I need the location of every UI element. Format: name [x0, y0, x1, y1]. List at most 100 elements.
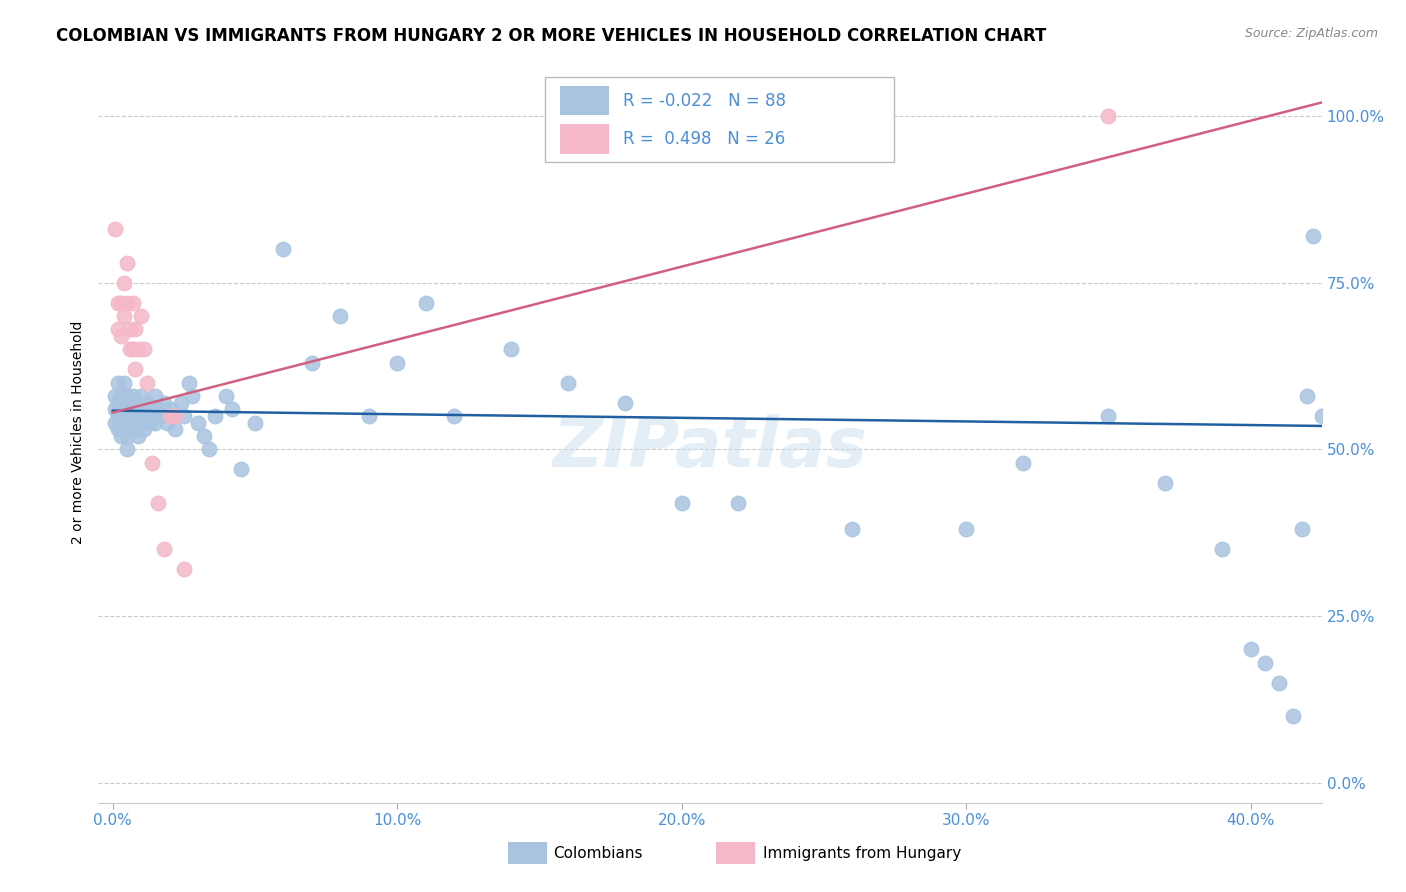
Point [132, 343, 155, 357]
Point [107, 422, 129, 436]
Point [215, 389, 238, 403]
Point [165, 409, 187, 423]
Point [104, 222, 127, 236]
Point [104, 402, 127, 417]
Point [156, 416, 179, 430]
Point [153, 542, 176, 557]
Point [159, 409, 181, 423]
Point [115, 295, 138, 310]
Point [557, 376, 579, 390]
Point [112, 422, 135, 436]
Text: ZIPatlas: ZIPatlas [553, 414, 868, 481]
Point [107, 322, 129, 336]
Point [273, 242, 295, 256]
Point [112, 309, 135, 323]
Point [104, 416, 127, 430]
Text: Immigrants from Hungary: Immigrants from Hungary [762, 846, 960, 861]
Point [165, 422, 187, 436]
Point [1296, 389, 1319, 403]
Point [110, 389, 132, 403]
Point [121, 389, 143, 403]
Point [1268, 675, 1291, 690]
Point [146, 402, 169, 417]
Text: R = -0.022   N = 88: R = -0.022 N = 88 [623, 92, 786, 110]
Point [118, 422, 141, 436]
Point [329, 309, 352, 323]
Point [221, 402, 243, 417]
Point [110, 295, 132, 310]
Point [124, 322, 146, 336]
Point [118, 322, 141, 336]
Point [143, 416, 166, 430]
FancyBboxPatch shape [716, 842, 755, 864]
Text: COLOMBIAN VS IMMIGRANTS FROM HUNGARY 2 OR MORE VEHICLES IN HOUSEHOLD CORRELATION: COLOMBIAN VS IMMIGRANTS FROM HUNGARY 2 O… [56, 27, 1046, 45]
Point [112, 395, 135, 409]
Point [179, 376, 201, 390]
Point [1291, 522, 1313, 536]
Point [671, 496, 693, 510]
Point [499, 343, 522, 357]
Point [112, 409, 135, 423]
Point [613, 395, 636, 409]
Point [110, 329, 132, 343]
Point [415, 295, 437, 310]
Point [115, 442, 138, 457]
Point [443, 409, 465, 423]
Point [118, 395, 141, 409]
Point [173, 409, 195, 423]
Point [187, 416, 209, 430]
Point [110, 402, 132, 417]
Point [127, 429, 149, 443]
Point [173, 562, 195, 576]
Point [129, 309, 152, 323]
Point [118, 409, 141, 423]
Point [1012, 456, 1035, 470]
Point [132, 409, 155, 423]
Point [121, 402, 143, 417]
Point [1310, 409, 1333, 423]
Text: R =  0.498   N = 26: R = 0.498 N = 26 [623, 129, 786, 148]
Text: Colombians: Colombians [554, 846, 643, 861]
Point [127, 343, 149, 357]
Point [127, 416, 149, 430]
Point [110, 416, 132, 430]
Point [129, 402, 152, 417]
Point [357, 409, 380, 423]
Point [301, 355, 323, 369]
Point [198, 442, 221, 457]
Point [107, 395, 129, 409]
Point [124, 409, 146, 423]
Point [146, 496, 169, 510]
Y-axis label: 2 or more Vehicles in Household: 2 or more Vehicles in Household [72, 321, 86, 544]
Point [135, 376, 157, 390]
Point [1097, 109, 1119, 123]
Point [104, 389, 127, 403]
Point [121, 295, 143, 310]
Point [204, 409, 226, 423]
Point [107, 376, 129, 390]
Point [107, 295, 129, 310]
Point [118, 343, 141, 357]
Point [385, 355, 408, 369]
Text: Source: ZipAtlas.com: Source: ZipAtlas.com [1244, 27, 1378, 40]
Point [1097, 409, 1119, 423]
FancyBboxPatch shape [560, 124, 609, 153]
Point [170, 395, 193, 409]
Point [124, 362, 146, 376]
Point [153, 395, 176, 409]
Point [193, 429, 215, 443]
Point [135, 395, 157, 409]
Point [112, 276, 135, 290]
Point [841, 522, 863, 536]
Point [143, 389, 166, 403]
Point [1254, 656, 1277, 670]
Point [1282, 709, 1305, 723]
Point [135, 409, 157, 423]
Point [121, 343, 143, 357]
FancyBboxPatch shape [560, 86, 609, 115]
Point [112, 376, 135, 390]
Point [132, 422, 155, 436]
Point [115, 255, 138, 269]
Point [955, 522, 977, 536]
Point [1154, 475, 1177, 490]
